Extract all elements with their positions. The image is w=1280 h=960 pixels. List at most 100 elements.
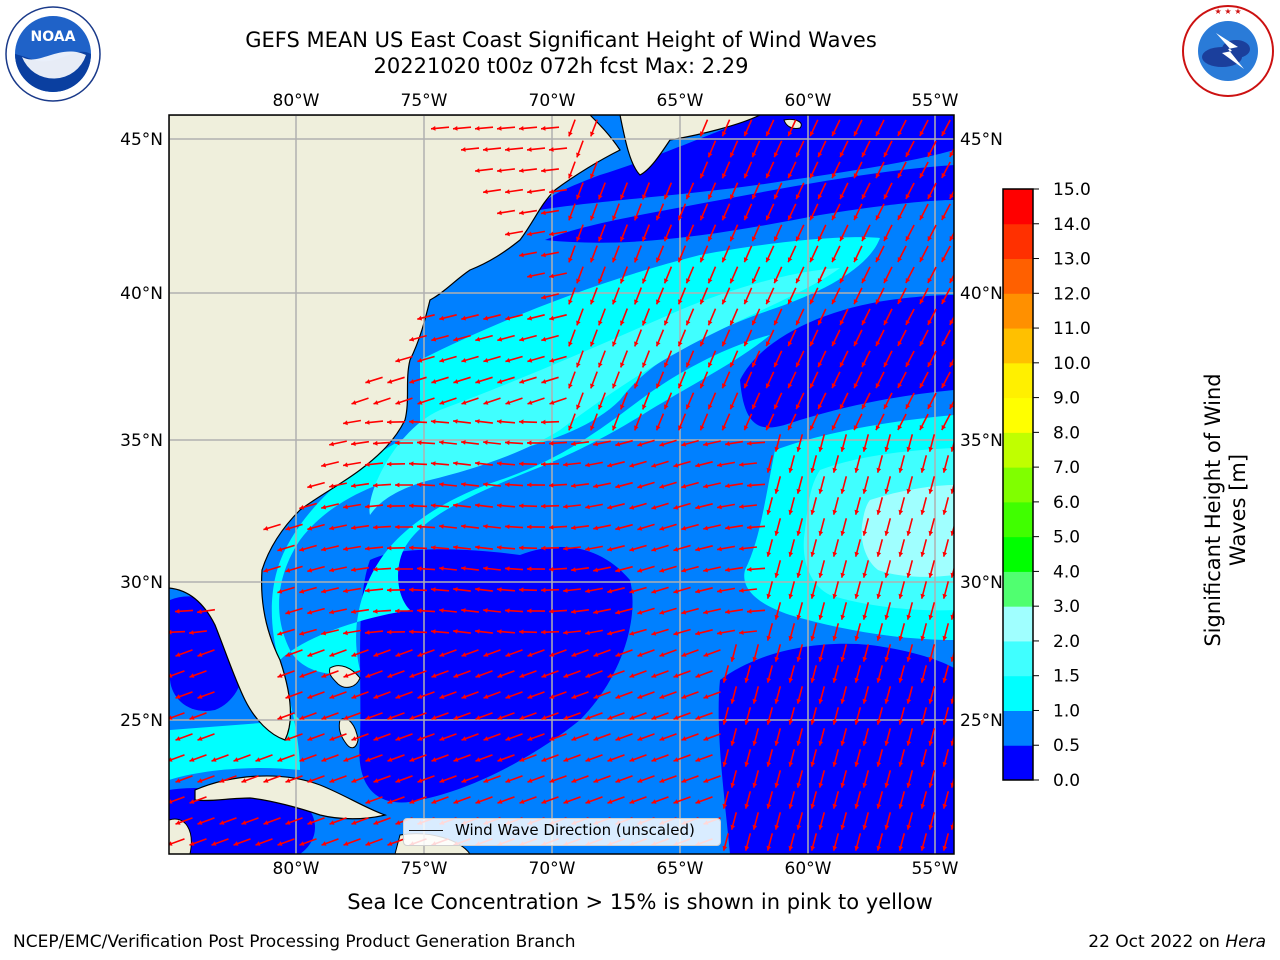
wave-direction-arrowhead <box>854 509 860 515</box>
wave-direction-arrowhead <box>395 778 401 783</box>
wave-direction-arrowhead <box>832 509 838 515</box>
wave-direction-arrowhead <box>373 694 379 699</box>
wave-direction-arrowhead <box>409 629 414 635</box>
wave-direction-arrowhead <box>739 630 744 635</box>
wave-direction-arrowhead <box>695 715 701 720</box>
wave-direction-arrowhead <box>571 736 577 741</box>
wave-direction-arrowhead <box>571 483 576 488</box>
wave-direction-arrowhead <box>541 673 547 678</box>
wave-direction-arrowhead <box>351 694 357 699</box>
wave-direction-arrowhead <box>883 152 889 158</box>
wave-direction-arrowhead <box>343 420 348 426</box>
wave-direction-arrowhead <box>563 546 568 551</box>
wave-direction-arrowhead <box>949 194 954 199</box>
lon-labels-top: 80°W 75°W 70°W 65°W 60°W 55°W <box>273 91 959 111</box>
wave-direction-arrowhead <box>607 673 613 678</box>
wave-direction-arrowhead <box>593 694 599 699</box>
wave-direction-arrowhead <box>343 588 348 594</box>
wave-direction-arrowhead <box>787 131 793 137</box>
wave-direction-arrowhead <box>897 425 903 430</box>
wave-direction-arrowhead <box>898 845 904 851</box>
wave-direction-arrowhead <box>796 446 802 452</box>
wave-direction-arrowhead <box>549 147 554 152</box>
wave-direction-arrowhead <box>875 257 881 263</box>
lon-label: 70°W <box>529 859 576 879</box>
wave-direction-arrowhead <box>329 609 334 615</box>
wave-direction-arrowhead <box>840 446 846 452</box>
wave-direction-arrowhead <box>321 504 327 510</box>
wave-direction-arrowhead <box>884 488 890 494</box>
wave-direction-arrowhead <box>453 126 458 131</box>
wave-direction-arrowhead <box>365 420 370 425</box>
wave-direction-arrowhead <box>233 841 239 846</box>
wave-direction-arrowhead <box>832 635 838 641</box>
colorbar-label: Significant Height of Wind Waves [m] <box>1201 360 1251 660</box>
wave-direction-arrowhead <box>765 425 771 431</box>
wave-direction-arrowhead <box>590 425 595 431</box>
wave-direction-arrowhead <box>876 761 882 767</box>
wave-direction-arrowhead <box>519 252 524 258</box>
wave-direction-arrowhead <box>417 736 423 741</box>
lat-label: 30°N <box>960 573 1003 593</box>
wave-direction-arrowhead <box>629 463 635 468</box>
wave-direction-arrowhead <box>817 404 823 410</box>
wave-direction-arrowhead <box>664 320 669 326</box>
wave-direction-arrowhead <box>751 362 757 368</box>
wave-direction-arrowhead <box>453 379 459 384</box>
wave-direction-arrowhead <box>519 461 524 467</box>
wave-direction-arrowhead <box>717 504 722 510</box>
wave-direction-arrowhead <box>774 488 780 494</box>
wave-direction-arrowhead <box>505 566 510 572</box>
wave-direction-arrowhead <box>497 503 502 508</box>
wave-direction-arrowhead <box>417 608 422 614</box>
wave-direction-arrowhead <box>876 551 882 557</box>
wave-direction-arrowhead <box>854 593 860 599</box>
wave-direction-arrowhead <box>607 757 613 762</box>
wave-direction-arrowhead <box>395 524 400 530</box>
wave-direction-arrowhead <box>475 419 480 424</box>
wave-direction-arrowhead <box>678 215 683 221</box>
wave-direction-arrowhead <box>453 673 459 678</box>
wave-direction-arrowhead <box>766 635 772 641</box>
wave-direction-arrowhead <box>365 504 370 509</box>
wave-direction-arrowhead <box>787 425 793 431</box>
wave-direction-arrowhead <box>744 761 750 767</box>
wave-direction-arrowhead <box>766 677 772 683</box>
wave-direction-arrowhead <box>285 736 291 741</box>
wave-direction-arrowhead <box>862 824 868 830</box>
lat-labels-right: 45°N 40°N 35°N 30°N 25°N <box>960 130 1003 731</box>
lat-label: 45°N <box>960 130 1003 150</box>
wave-direction-arrowhead <box>620 236 625 242</box>
wave-direction-arrowhead <box>928 572 934 578</box>
wave-direction-arrowhead <box>651 463 657 468</box>
wave-direction-arrowhead <box>883 236 889 242</box>
wave-direction-arrowhead <box>483 524 488 529</box>
wave-direction-arrowhead <box>942 635 948 641</box>
wave-direction-arrowhead <box>321 715 327 720</box>
wave-direction-arrowhead <box>277 547 283 552</box>
wave-direction-arrowhead <box>722 719 728 725</box>
wave-direction-arrowhead <box>840 572 846 578</box>
wave-direction-arrowhead <box>747 525 752 530</box>
wave-direction-arrowhead <box>519 799 525 804</box>
wave-direction-arrowhead <box>585 588 590 594</box>
wave-direction-arrowhead <box>898 551 904 557</box>
wave-direction-arrowhead <box>919 383 924 388</box>
wave-direction-arrowhead <box>861 320 867 326</box>
wave-direction-arrowhead <box>875 341 881 347</box>
wave-direction-arrowhead <box>505 524 510 530</box>
lat-label: 25°N <box>960 711 1003 731</box>
wave-direction-arrowhead <box>884 698 890 704</box>
wave-direction-arrowhead <box>862 614 868 620</box>
wave-direction-arrowhead <box>615 567 621 573</box>
wave-direction-arrowhead <box>898 635 904 641</box>
wave-direction-arrowhead <box>307 483 313 489</box>
wave-direction-arrowhead <box>840 782 846 788</box>
wave-direction-arrowhead <box>439 358 445 363</box>
wave-direction-arrowhead <box>505 189 510 194</box>
wave-direction-arrowhead <box>809 215 815 221</box>
lat-label: 40°N <box>960 284 1003 304</box>
wave-direction-arrowhead <box>730 740 736 746</box>
wave-direction-arrowhead <box>818 698 824 704</box>
wave-direction-arrowhead <box>949 362 954 367</box>
